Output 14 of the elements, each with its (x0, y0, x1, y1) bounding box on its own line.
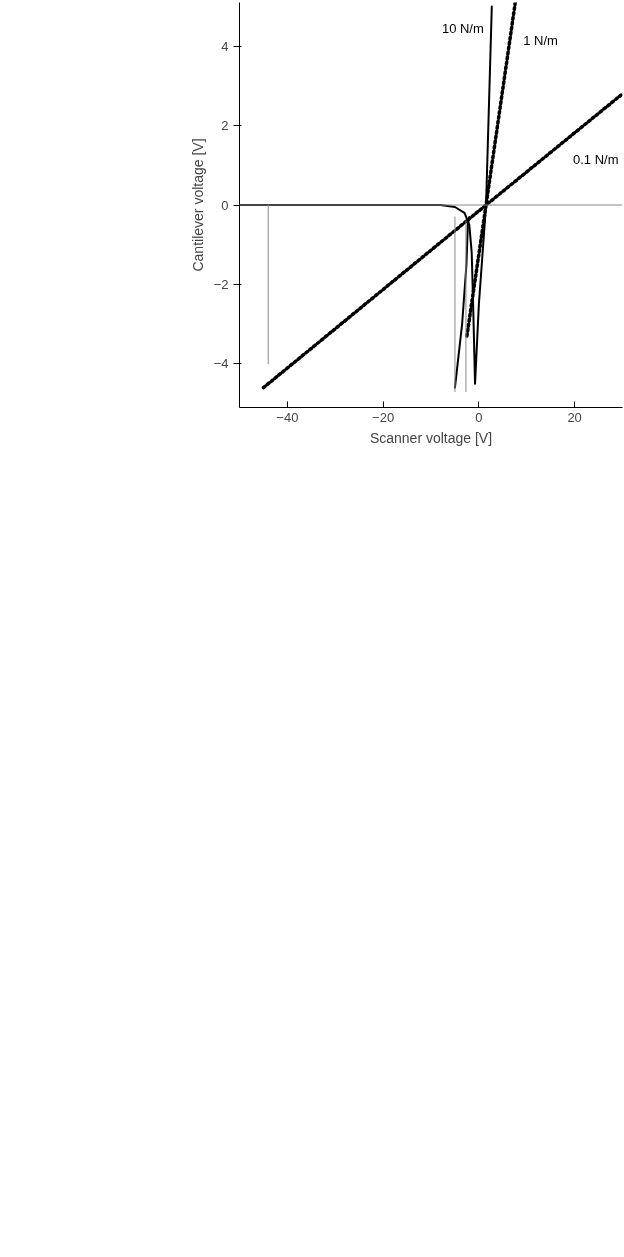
y-tick-label: −4 (213, 356, 229, 372)
x-tick-label: −40 (276, 409, 299, 425)
series-label: 0.1 N/m (572, 151, 619, 167)
series-label: 1 N/m (523, 32, 558, 48)
x-tick-label: 20 (567, 409, 582, 425)
x-tick-label: 0 (475, 409, 483, 425)
y-axis-title: Cantilever voltage [V] (189, 138, 206, 272)
y-tick-label: −2 (213, 276, 229, 292)
x-tick-label: −20 (372, 409, 395, 425)
y-tick-label: 4 (221, 38, 229, 54)
series-label: 10 N/m (441, 21, 484, 37)
y-tick-label: 0 (221, 197, 229, 213)
x-axis-title: Scanner voltage [V] (369, 429, 493, 446)
y-tick-label: 2 (221, 118, 229, 134)
